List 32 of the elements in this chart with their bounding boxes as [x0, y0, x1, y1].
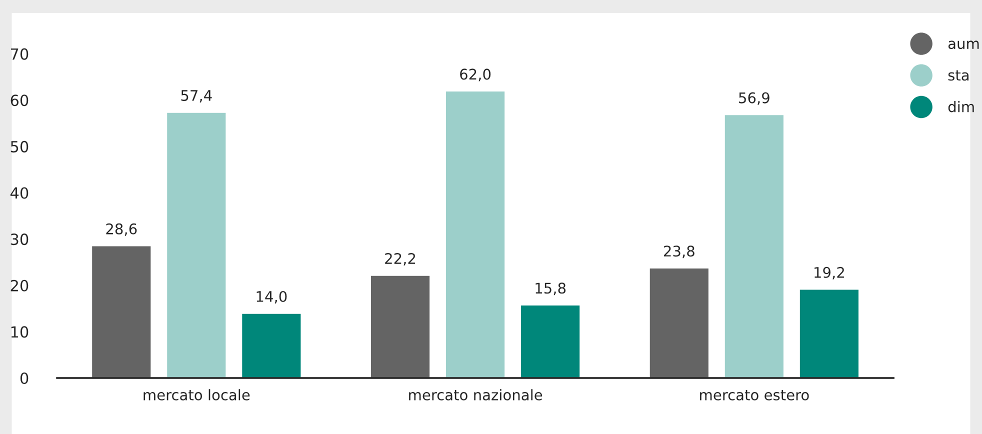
y-tick-label: 30: [10, 234, 28, 246]
legend-label: aum: [948, 40, 979, 50]
y-tick-label: 10: [11, 326, 28, 338]
bar: [370, 274, 431, 378]
data-label: 19,2: [814, 266, 844, 280]
y-tick-label: 20: [10, 280, 28, 292]
x-tick-label: mercato locale: [144, 389, 250, 400]
y-tick-label: 0: [20, 372, 28, 384]
bar: [90, 244, 152, 378]
data-label: 56,9: [739, 92, 770, 105]
x-tick-label: mercato estero: [700, 390, 809, 400]
y-tick-label: 60: [10, 94, 28, 106]
data-label: 62,0: [460, 68, 491, 82]
y-tick-label: 40: [10, 187, 28, 199]
bar: [166, 111, 228, 378]
bar: [240, 312, 302, 378]
legend-label: dim: [948, 100, 974, 112]
bar: [798, 288, 860, 378]
bar: [444, 90, 506, 378]
data-label: 14,0: [256, 290, 287, 304]
data-label: 23,8: [664, 246, 694, 258]
legend-label: sta: [948, 70, 969, 81]
x-tick-label: mercato nazionale: [409, 389, 542, 400]
data-label: 57,4: [181, 90, 212, 102]
bar: [648, 267, 710, 378]
data-label: 15,8: [536, 282, 566, 296]
bar: [520, 304, 581, 378]
data-label: 22,2: [385, 253, 416, 266]
data-label: 28,6: [106, 223, 137, 236]
y-tick-label: 70: [10, 48, 28, 60]
y-tick-label: 50: [10, 140, 28, 152]
bar: [724, 114, 785, 378]
